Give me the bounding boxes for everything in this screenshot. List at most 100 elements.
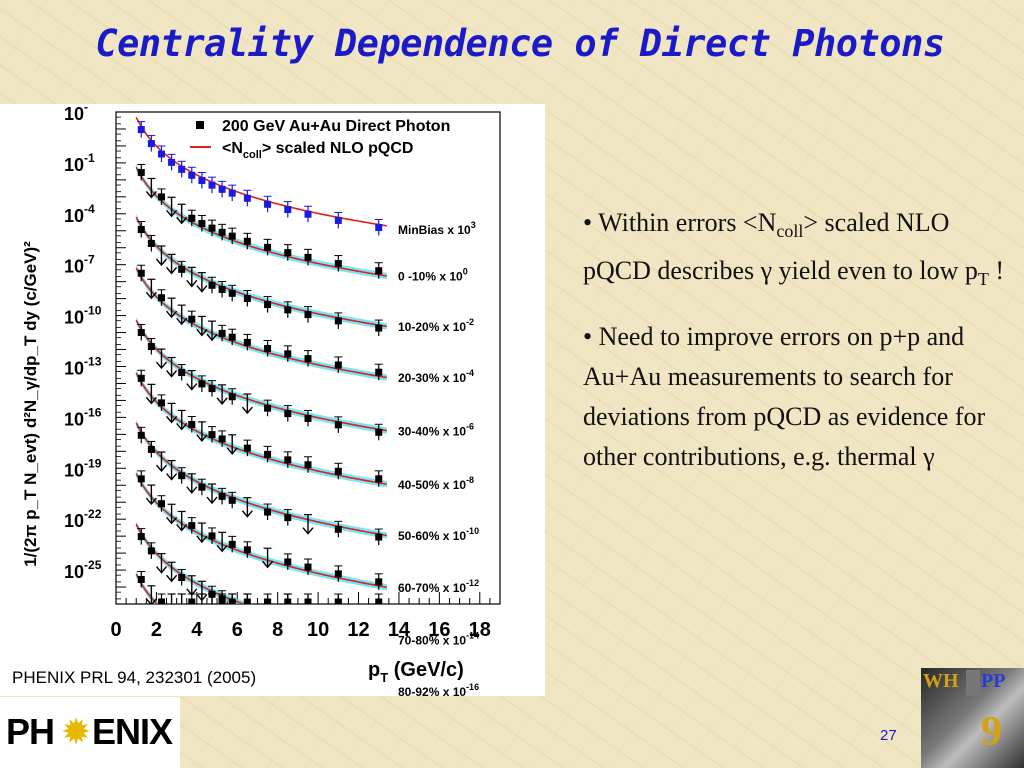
slide-title: Centrality Dependence of Direct Photons [95,22,945,65]
data-point [137,126,145,134]
upper-limit-arrowhead [166,473,178,481]
data-point [147,547,155,555]
y-tick-base: 10 [64,511,84,531]
data-point [228,393,236,401]
upper-limit-arrowhead [302,527,314,535]
upper-limit-arrowhead [145,291,157,300]
data-point [218,329,226,337]
data-point [178,472,186,480]
nlo-pqcd-curve [135,422,387,537]
data-point [334,421,342,429]
upper-limit-arrowhead [186,279,198,288]
data-point [218,285,226,293]
series-label-exponent: -16 [466,682,479,692]
x-tick-label: 0 [110,619,121,641]
whepp-logo-text-right: PP [981,670,1006,692]
data-point [264,243,272,251]
data-point [243,194,251,202]
data-point [168,158,176,166]
series-label: 70-80% x 10-14 [398,631,479,648]
y-tick-label: 10-25 [64,558,102,582]
series-label: 30-40% x 10-6 [398,421,474,438]
data-point [375,598,383,604]
bullet-item: • Within errors <Ncoll> scaled NLO pQCD … [583,203,1013,299]
y-axis-label: 1/(2π p_T N_evt) d²N_γ/dp_T dy (c/GeV)² [21,241,40,567]
upper-limit-arrowhead [166,266,178,275]
sun-icon: ✹ [61,712,92,752]
data-point [334,525,342,533]
whepp-logo-number: 9 [981,709,1002,755]
upper-limit-arrowhead [176,422,188,431]
y-tick-base: 10 [64,460,84,480]
data-point [147,343,155,351]
series-label-text: 0 -10% x 10 [398,270,463,284]
upper-limit-arrowhead [206,333,218,342]
y-tick-base: 10 [64,409,84,429]
legend-entry: 200 GeV Au+Au Direct Photon [222,118,450,135]
x-axis-label-sub: T [380,670,388,685]
series-label: 10-20% x 10-2 [398,317,474,334]
x-tick-label: 8 [272,619,283,641]
data-point [157,150,165,158]
phenix-logo: PH ✹ ENIX [0,697,180,768]
data-point [137,431,145,439]
legend-square-marker [196,121,204,129]
nlo-pqcd-curve [135,216,387,328]
data-point [375,267,383,275]
data-point [137,328,145,336]
upper-limit-arrowhead [206,496,218,505]
data-point [243,444,251,452]
data-point [334,361,342,369]
y-tick-exponent: - [84,104,88,114]
x-tick-label: 16 [428,619,450,641]
data-point [284,558,292,566]
y-tick-exponent: -7 [84,253,95,267]
nlo-pqcd-curve [135,523,246,604]
y-tick-label: 10-7 [64,253,95,277]
data-point [375,475,383,483]
data-point [243,294,251,302]
data-point [218,185,226,193]
data-point [264,301,272,309]
data-point [284,206,292,214]
legend-entry: <Ncoll> scaled NLO pQCD [222,140,413,161]
series-label: MinBias x 103 [398,220,476,237]
data-point [188,421,196,429]
upper-limit-arrowhead [186,486,198,494]
series-label-exponent: -6 [466,421,474,431]
data-point [188,315,196,323]
data-point [284,598,292,604]
x-tick-label: 4 [191,619,203,641]
y-tick-label: 10-1 [64,151,95,175]
series-label-exponent: -14 [466,631,479,641]
data-point [304,414,312,422]
y-tick-label: 10-13 [64,354,102,378]
x-tick-label: 2 [151,619,162,641]
data-point [304,355,312,363]
data-point [334,260,342,268]
data-point [284,410,292,418]
series-label-text: 70-80% x 10 [398,634,466,648]
data-point [188,522,196,530]
x-axis-label-units: (GeV/c) [388,659,464,681]
series-label-exponent: -10 [466,526,479,536]
data-point [157,399,165,407]
data-point [188,598,196,604]
bullet-text: ! [988,256,1005,286]
data-point [178,369,186,377]
series-label-text: 80-92% x 10 [398,685,466,696]
y-tick-base: 10 [64,308,84,328]
data-point [334,317,342,325]
data-point [157,193,165,201]
nlo-pqcd-curve [135,166,387,277]
data-point [137,168,145,176]
series-label-exponent: -8 [466,475,474,485]
data-point [157,294,165,302]
data-point [137,533,145,541]
upper-limit-arrowhead [196,535,208,544]
data-point [375,324,383,332]
nlo-pqcd-curve [135,267,387,379]
y-tick-exponent: -13 [84,354,102,368]
data-point [264,450,272,458]
series-label-exponent: -2 [466,317,474,327]
